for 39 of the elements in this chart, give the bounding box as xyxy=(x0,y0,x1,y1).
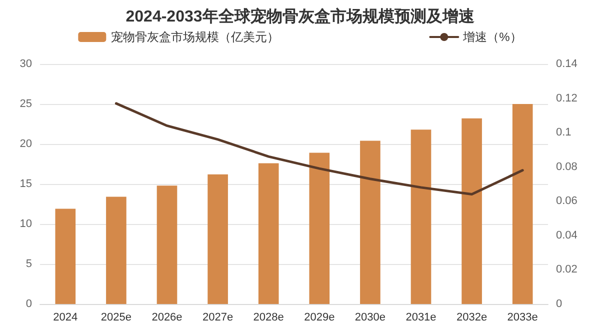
x-tick-label: 2029e xyxy=(304,312,335,324)
bar xyxy=(55,208,76,304)
x-tick-label: 2031e xyxy=(406,312,436,324)
bar xyxy=(360,140,380,304)
y-tick-label: 0 xyxy=(26,298,32,310)
bar xyxy=(208,174,228,304)
legend-label: 宠物骨灰盒市场规模（亿美元） xyxy=(111,30,280,44)
line-series xyxy=(114,102,524,196)
y-tick-label: 5 xyxy=(26,258,32,270)
bar xyxy=(156,186,178,304)
y2-tick-label: 0.08 xyxy=(556,160,578,173)
y-tick-label: 15 xyxy=(20,178,32,190)
bar xyxy=(106,196,126,304)
x-tick-label: 2033e xyxy=(507,312,538,324)
bar xyxy=(512,104,533,304)
y2-tick-label: 0.14 xyxy=(556,58,578,70)
x-tick-label: 2027e xyxy=(202,312,234,324)
y2-tick-label: 0.02 xyxy=(556,264,578,276)
y2-tick-label: 0.04 xyxy=(556,229,578,242)
x-tick-label: 2024 xyxy=(53,312,78,324)
x-tick-label: 2028e xyxy=(253,312,284,324)
y-tick-label: 20 xyxy=(20,138,32,150)
x-tick-label: 2026e xyxy=(152,312,182,324)
x-tick-label: 2030e xyxy=(354,312,386,324)
y-tick-label: 25 xyxy=(20,98,32,110)
bar xyxy=(258,163,279,304)
y2-tick-label: 0.12 xyxy=(556,92,578,104)
y2-tick-label: 0.1 xyxy=(556,126,572,139)
x-tick-label: 2032e xyxy=(456,312,488,324)
bar xyxy=(462,118,482,304)
chart-title: 2024-2033年全球宠物骨灰盒市场规模预测及增速 xyxy=(126,8,476,26)
legend-label: 增速（%） xyxy=(462,30,522,44)
x-tick-label: 2025e xyxy=(100,312,132,324)
bar xyxy=(410,130,432,304)
y2-tick-label: 0 xyxy=(556,298,562,310)
y-tick-label: 30 xyxy=(20,58,32,70)
bar xyxy=(309,152,330,304)
y-tick-label: 10 xyxy=(20,218,32,230)
y2-tick-label: 0.06 xyxy=(556,195,578,208)
